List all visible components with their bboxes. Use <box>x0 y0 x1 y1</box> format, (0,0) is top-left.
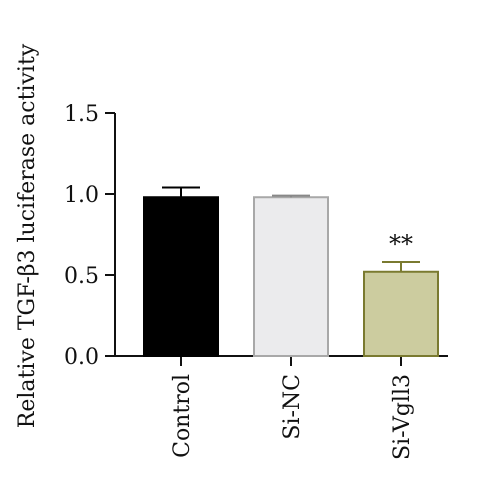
y-tick-label: 1.5 <box>64 102 99 127</box>
y-tick-label: 0.0 <box>64 345 99 370</box>
bar <box>143 196 219 357</box>
y-tick-label: 0.5 <box>64 264 99 289</box>
bars <box>143 186 439 358</box>
significance-marker: ** <box>389 230 413 258</box>
x-tick-label: Control <box>170 374 195 458</box>
bar <box>253 196 329 357</box>
x-tick-label: Si-Vgll3 <box>390 374 415 460</box>
bar <box>363 270 439 358</box>
y-axis-title: Relative TGF-β3 luciferase activity <box>15 43 40 428</box>
x-tick-label: Si-NC <box>280 374 305 440</box>
labels: 0.0 0.5 1.0 1.5 Control Si-NC Si-Vgll3 ** <box>64 102 415 460</box>
y-tick-label: 1.0 <box>64 183 99 208</box>
